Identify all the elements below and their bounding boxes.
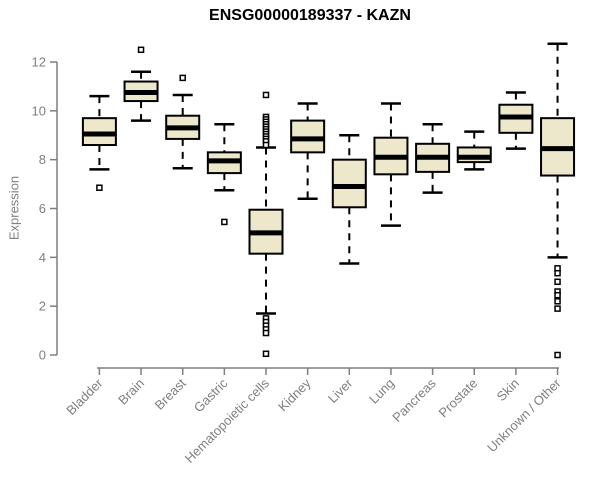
outlier-point-unknown-other (554, 278, 561, 285)
y-tick-label: 0 (39, 348, 46, 363)
outlier-point-brain (137, 46, 145, 54)
x-tick-label-bladder: Bladder (63, 375, 106, 418)
x-tick-label-liver: Liver (325, 375, 356, 406)
chart-title: ENSG00000189337 - KAZN (209, 7, 411, 24)
x-tick-label-prostate: Prostate (436, 376, 481, 421)
outlier-point-gastric (221, 218, 228, 226)
y-tick-label: 10 (32, 103, 46, 118)
y-tick-label: 12 (32, 55, 46, 70)
outlier-point-hematopoietic-cells (262, 91, 270, 99)
outlier-point-bladder (96, 184, 103, 191)
x-tick-label-unknown-other: Unknown / Other (484, 375, 564, 455)
outlier-point-breast (179, 74, 186, 82)
x-tick-label-breast: Breast (152, 375, 189, 412)
box-liver (331, 158, 367, 209)
x-tick-label-kidney: Kidney (275, 375, 314, 414)
x-tick-label-gastric: Gastric (191, 375, 231, 415)
outlier-point-unknown-other (554, 269, 561, 277)
y-tick-label: 6 (39, 201, 46, 216)
y-tick-label: 4 (39, 250, 46, 265)
x-tick-label-brain: Brain (115, 376, 147, 408)
x-tick-label-lung: Lung (366, 376, 397, 407)
outlier-point-unknown-other (554, 291, 561, 299)
outlier-point-hematopoietic-cells (262, 350, 270, 358)
y-tick-label: 8 (39, 152, 46, 167)
outlier-point-hematopoietic-cells (262, 141, 270, 149)
x-tick-label-skin: Skin (494, 376, 522, 404)
outlier-point-unknown-other (554, 298, 561, 305)
y-tick-label: 2 (39, 299, 46, 314)
outlier-point-unknown-other (554, 351, 561, 359)
outlier-point-hematopoietic-cells (262, 329, 270, 337)
x-tick-label-pancreas: Pancreas (389, 375, 439, 425)
outlier-point-unknown-other (554, 305, 561, 312)
